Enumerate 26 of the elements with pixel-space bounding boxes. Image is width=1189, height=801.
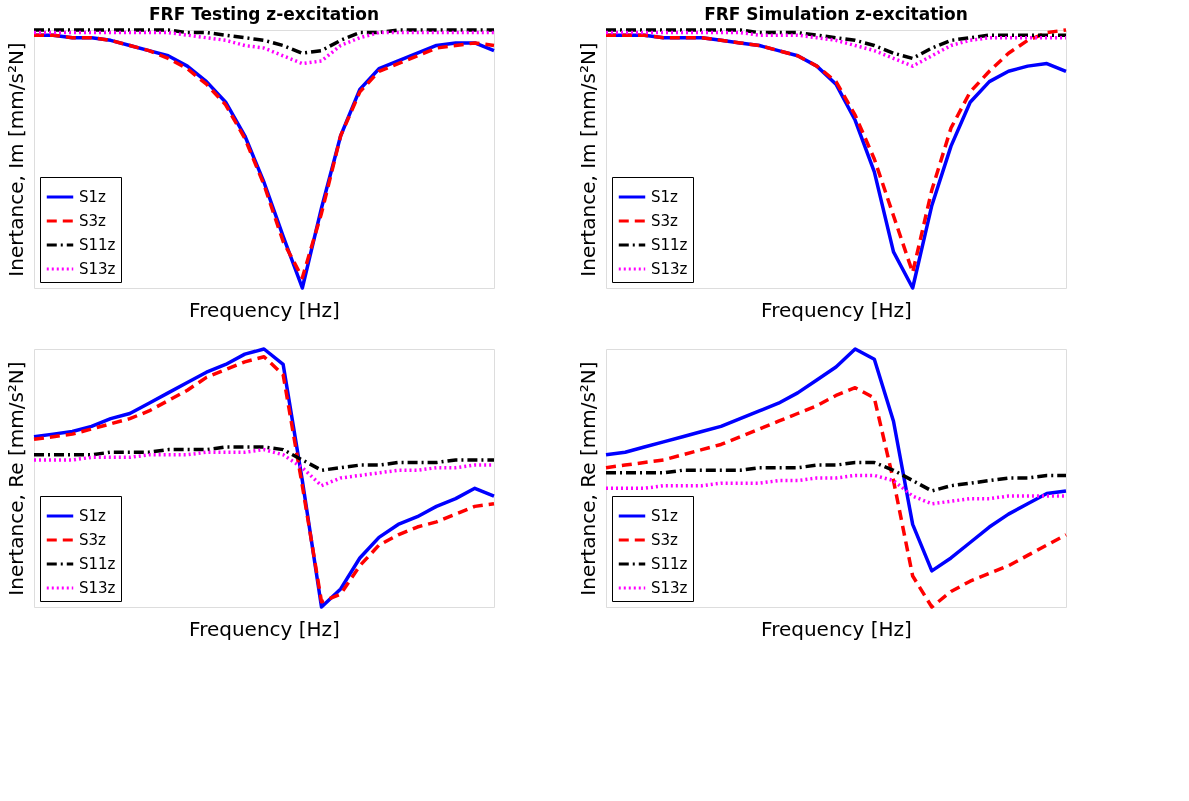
legend-label: S3z bbox=[79, 531, 107, 549]
y-axis-title: Inertance, Re [mm/s²N] bbox=[575, 361, 600, 596]
legend-label: S13z bbox=[651, 260, 688, 278]
legend-label: S11z bbox=[651, 236, 688, 254]
x-axis-title: Frequency [Hz] bbox=[189, 616, 340, 641]
legend-label: S3z bbox=[651, 212, 679, 230]
y-axis-title: Inertance, Im [mm/s²N] bbox=[3, 42, 28, 277]
legend-label: S13z bbox=[651, 579, 688, 597]
x-axis-title: Frequency [Hz] bbox=[761, 616, 912, 641]
legend-label: S11z bbox=[79, 236, 116, 254]
legend-label: S11z bbox=[651, 555, 688, 573]
legend-label: S3z bbox=[651, 531, 679, 549]
x-axis-title: Frequency [Hz] bbox=[189, 297, 340, 322]
legend-label: S1z bbox=[651, 507, 679, 525]
y-axis-title: Inertance, Re [mm/s²N] bbox=[3, 361, 28, 596]
x-axis-title: Frequency [Hz] bbox=[761, 297, 912, 322]
legend-label: S1z bbox=[79, 188, 107, 206]
chart-title: FRF Testing z-excitation bbox=[148, 4, 380, 25]
legend-label: S1z bbox=[79, 507, 107, 525]
legend-label: S13z bbox=[79, 260, 116, 278]
legend-label: S13z bbox=[79, 579, 116, 597]
legend-label: S11z bbox=[79, 555, 116, 573]
legend-label: S3z bbox=[79, 212, 107, 230]
y-axis-title: Inertance, Im [mm/s²N] bbox=[575, 42, 600, 277]
legend-label: S1z bbox=[651, 188, 679, 206]
chart-title: FRF Simulation z-excitation bbox=[704, 4, 968, 25]
